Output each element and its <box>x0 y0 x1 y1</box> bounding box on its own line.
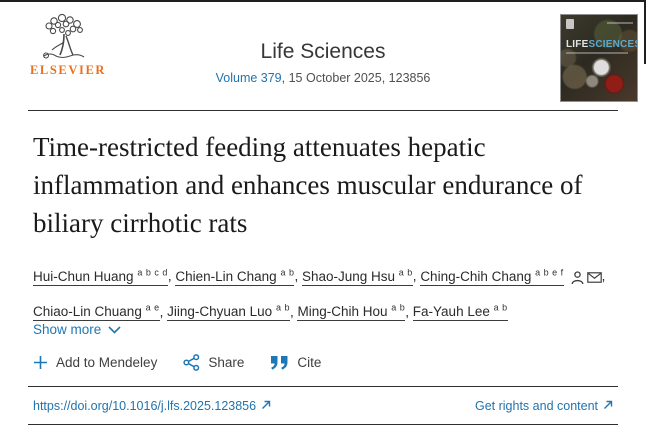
doi-text: https://doi.org/10.1016/j.lfs.2025.12385… <box>33 398 257 413</box>
cover-elsevier-mark-icon <box>566 19 574 29</box>
show-more-label: Show more <box>33 322 102 337</box>
cite-quote-icon <box>270 355 289 370</box>
window-top-border <box>0 0 646 2</box>
show-more-button[interactable]: Show more <box>33 322 121 337</box>
author-link[interactable]: Jiing-Chyuan Luo a b <box>167 302 290 321</box>
cover-issue-text <box>607 22 633 24</box>
author-link[interactable]: Chiao-Lin Chuang a e <box>33 302 160 321</box>
share-button[interactable]: Share <box>183 354 244 371</box>
article-title: Time-restricted feeding attenuates hepat… <box>33 132 583 238</box>
share-icon <box>183 354 200 371</box>
author-separator: , <box>294 268 302 284</box>
author-link[interactable]: Shao-Jung Hsu a b <box>301 267 413 286</box>
person-icon <box>568 270 584 285</box>
cover-subtitle <box>566 52 628 54</box>
corresponding-author-icons[interactable] <box>568 263 602 293</box>
journal-cover[interactable]: LIFESCIENCES <box>560 14 638 102</box>
issue-line: Volume 379, 15 October 2025, 123856 <box>216 71 431 85</box>
cover-title: LIFESCIENCES <box>566 39 638 50</box>
footer-band: https://doi.org/10.1016/j.lfs.2025.12385… <box>28 386 618 425</box>
author-separator: , <box>601 268 606 284</box>
elsevier-tree-icon <box>30 12 100 62</box>
external-link-icon <box>261 399 271 413</box>
toolbar: Add to Mendeley Share Cite <box>33 354 321 371</box>
volume-link[interactable]: Volume 379 <box>215 71 282 85</box>
cite-button[interactable]: Cite <box>270 355 321 370</box>
author-separator: , <box>289 304 298 319</box>
window-right-border <box>644 0 646 64</box>
elsevier-wordmark: ELSEVIER <box>30 63 107 77</box>
author-link[interactable]: Ming-Chih Hou a b <box>297 302 406 321</box>
author-separator: , <box>159 304 168 319</box>
get-rights-link[interactable]: Get rights and content <box>470 399 618 413</box>
author-link[interactable]: Hui-Chun Huang a b c d <box>33 267 168 286</box>
author-link[interactable]: Chien-Lin Chang a b <box>175 267 295 286</box>
doi-link[interactable]: https://doi.org/10.1016/j.lfs.2025.12385… <box>28 399 276 413</box>
issue-info: , 15 October 2025, 123856 <box>281 71 431 85</box>
external-link-icon <box>603 399 613 413</box>
author-list: Hui-Chun Huang a b c d, Chien-Lin Chang … <box>33 257 618 327</box>
envelope-icon <box>584 270 602 285</box>
plus-icon <box>33 355 48 370</box>
add-to-mendeley-label: Add to Mendeley <box>56 355 158 370</box>
chevron-down-icon <box>108 322 121 337</box>
author-link[interactable]: Ching-Chih Chang a b e f <box>420 267 564 286</box>
journal-title-link[interactable]: Life Sciences <box>260 40 386 63</box>
elsevier-logo[interactable]: ELSEVIER <box>30 12 107 78</box>
author-separator: , <box>405 304 413 319</box>
cite-label: Cite <box>297 355 322 370</box>
author-separator: , <box>167 268 176 284</box>
header-divider <box>28 110 618 111</box>
get-rights-text: Get rights and content <box>475 398 598 413</box>
add-to-mendeley-button[interactable]: Add to Mendeley <box>33 355 157 370</box>
journal-header: Life Sciences Volume 379, 15 October 202… <box>216 40 431 85</box>
share-label: Share <box>208 355 245 370</box>
author-link[interactable]: Fa-Yauh Lee a b <box>412 302 508 321</box>
author-separator: , <box>412 268 421 284</box>
